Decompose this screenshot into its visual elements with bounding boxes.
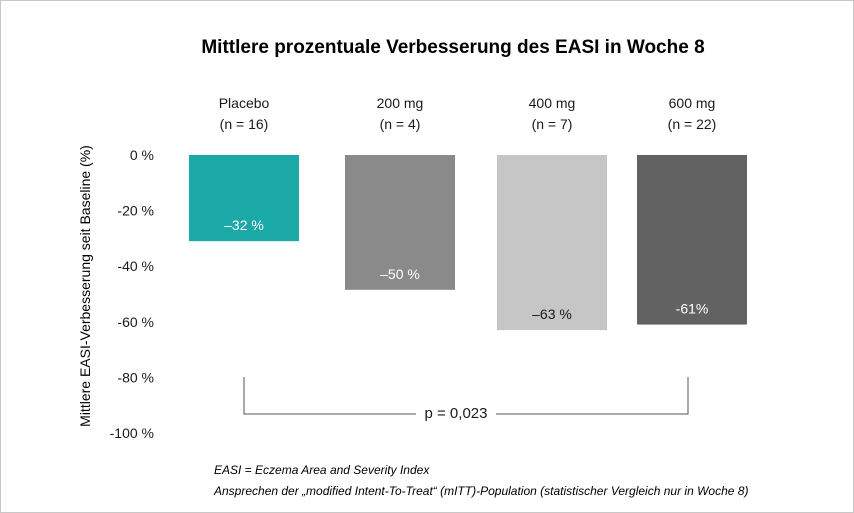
category-n-label: (n = 4) (380, 116, 421, 132)
bar-value-label: –63 % (532, 306, 572, 322)
bar (345, 155, 455, 290)
bar-value-label: -61% (676, 301, 709, 317)
significance-bracket: p = 0,023 (243, 377, 689, 427)
bar (637, 155, 747, 325)
y-axis-ticks: 0 % -20 % -40 % -60 % -80 % -100 % (110, 147, 154, 441)
bar-value-label: –32 % (224, 217, 264, 233)
category-label: 200 mg (377, 95, 424, 111)
bar (497, 155, 607, 331)
bar (189, 155, 299, 242)
footnote-abbreviation: EASI = Eczema Area and Severity Index (214, 463, 430, 477)
y-tick-label: 0 % (130, 147, 154, 163)
y-axis-label: Mittlere EASI-Verbesserung seit Baseline… (77, 145, 93, 427)
y-tick-label: -80 % (117, 369, 154, 385)
category-label: Placebo (219, 95, 270, 111)
category-n-label: (n = 16) (220, 116, 269, 132)
y-tick-label: -20 % (117, 203, 154, 219)
footnote-population: Ansprechen der „modified Intent-To-Treat… (213, 484, 748, 498)
category-n-label: (n = 7) (532, 116, 573, 132)
bracket-label-background (416, 399, 496, 427)
chart-title: Mittlere prozentuale Verbesserung des EA… (201, 37, 704, 58)
p-value-label: p = 0,023 (425, 405, 488, 422)
category-n-label: (n = 22) (668, 116, 717, 132)
category-label: 400 mg (529, 95, 576, 111)
y-tick-label: -100 % (110, 425, 154, 441)
bar-value-label: –50 % (380, 266, 420, 282)
category-label: 600 mg (669, 95, 716, 111)
y-tick-label: -40 % (117, 258, 154, 274)
y-tick-label: -60 % (117, 314, 154, 330)
bars-group: Placebo (n = 16) –32 % 200 mg (n = 4) –50 % 40… (189, 95, 747, 331)
